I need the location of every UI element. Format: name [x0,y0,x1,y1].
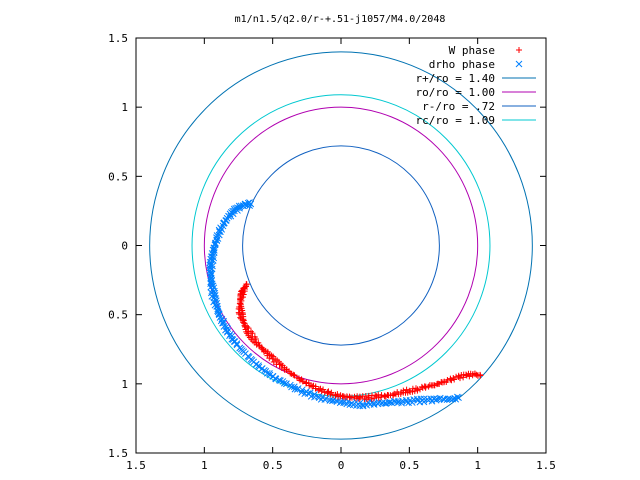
series-1-point-26-3 [298,386,306,394]
y-tick-label-1: 1 [121,378,128,391]
series-1-point-9-2 [210,254,218,262]
series-0-point-27-4 [377,394,384,401]
series-0-point-36-4 [451,376,458,383]
chart-title: m1/n1.5/q2.0/r-+.51-j1057/M4.0/2048 [235,14,446,25]
series-0-point-31 [406,387,413,394]
series-0-point-26-5 [372,392,379,399]
x-tick-label-4: 0.5 [399,459,419,472]
series-1-point-24-3 [275,376,283,384]
circle-3 [203,106,479,385]
legend-label-0: W phase [449,44,495,57]
series-0-point-19-4 [312,383,319,390]
series-1-point-17-3 [220,323,228,330]
series-0-point-12-2 [259,346,266,353]
series-1-point-40-3 [449,395,457,403]
series-0-point-33-1 [422,384,429,391]
series-0-point-24-3 [351,393,358,400]
series-0-point-20-4 [320,386,327,393]
legend-label-4: r-/ro = .72 [422,100,495,113]
series-1-point-33-3 [374,400,382,408]
series-0-point-28-2 [382,393,389,400]
series-1-point-28-4 [321,396,329,403]
y-tick-label-6: 1.5 [108,32,128,45]
series-1-point-37-4 [420,398,428,406]
series-1-point-19-4 [233,340,241,348]
series-0-point-13-4 [266,355,273,362]
series-1-points [206,199,462,410]
series-1-point-14-3 [212,297,220,305]
series-1-point-15-4 [215,310,223,317]
circle-4 [242,145,440,346]
legend-swatch-1 [515,60,523,68]
series-0-point-36-2 [448,377,455,384]
series-1-point-10-4 [208,265,216,273]
x-tick-label-3: 0 [338,459,345,472]
series-0-point-15 [276,361,283,368]
y-tick-label-3: 0 [121,240,128,253]
series-1-point-18-1 [223,328,231,336]
series-1-point-16-4 [220,317,227,325]
series-0-point-32-3 [417,386,423,393]
points-group [206,199,484,410]
series-1-point-41 [455,394,462,402]
y-tick-label-0: 1.5 [108,447,128,460]
series-0-point-33-3 [425,383,432,390]
tick-group: 1.5 1 0.5 0 0.5 1 1.51.510.500.511.5 [108,32,556,472]
legend-label-3: ro/ro = 1.00 [416,86,495,99]
legend-swatch-0 [516,47,522,53]
y-tick-label-4: 0.5 [108,170,128,183]
x-tick-label-1: 1 [201,459,208,472]
legend-label-1: drho phase [429,58,495,71]
series-0-point-35-4 [443,378,450,385]
legend-label-5: rc/ro = 1.09 [416,114,495,127]
y-tick-label-2: 0.5 [108,309,128,322]
series-0-point-21-2 [325,388,332,395]
series-0-point-17-5 [296,377,303,384]
series-0-point-40 [477,372,484,379]
x-tick-label-6: 1.5 [536,459,556,472]
series-1-point-35-4 [398,399,405,407]
series-1-point-34-3 [386,398,394,406]
series-0-point-32-1 [414,387,421,394]
series-0-point-21 [324,389,331,396]
series-0-point-29 [389,391,396,398]
series-1-point-36-4 [408,399,416,406]
series-1-point-9-4 [209,257,217,264]
series-0-point-37-2 [457,375,464,382]
series-1-point-36 [403,398,410,406]
series-1-point-25-1 [283,380,290,388]
series-0-point-17-3 [294,374,301,381]
series-1-point-27-3 [311,391,318,398]
x-tick-label-2: 0.5 [263,459,283,472]
y-tick-label-5: 1 [121,101,128,114]
series-0-point-38-2 [466,373,473,380]
x-tick-label-0: 1.5 [126,459,146,472]
series-0-point-17-1 [291,372,298,379]
series-0-point-7-2 [240,319,247,326]
series-1-point-8-4 [210,249,218,256]
series-1-point-24-5 [279,378,287,385]
circle-2 [149,51,533,440]
series-0-point-20-2 [317,385,324,392]
series-0-point-30-4 [403,386,410,393]
legend-label-2: r+/ro = 1.40 [416,72,495,85]
series-0-point-21-4 [328,389,335,396]
series-1-point-25-2 [288,383,295,391]
x-tick-label-5: 1 [474,459,481,472]
series-1-point-18-4 [228,332,236,340]
series-0-point-37-4 [460,374,467,381]
series-0-points [235,281,484,403]
series-1-point-8-2 [210,246,218,254]
series-0-point-18-1 [299,378,306,385]
series-0-point-26-1 [365,392,372,399]
series-1-point-7-2 [211,239,219,247]
series-1-point-12-1 [208,280,216,288]
